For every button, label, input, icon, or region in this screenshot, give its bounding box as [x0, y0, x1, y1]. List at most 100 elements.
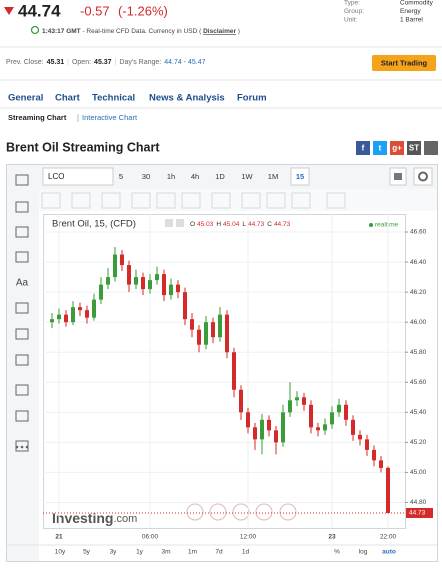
range-button[interactable]: 1y [136, 549, 144, 556]
tool-icon[interactable] [15, 226, 29, 238]
interval[interactable]: 1D [215, 172, 225, 181]
zoom-button[interactable] [255, 503, 273, 521]
interval-active [290, 167, 310, 186]
stat-label: Day's Range: [119, 59, 161, 66]
last-price-tag [406, 507, 433, 518]
legend-title: Brent Oil, 15, (CFD) [52, 219, 136, 230]
disclaimer[interactable]: Disclaimer [203, 28, 236, 35]
tool-button[interactable] [211, 192, 231, 209]
tool-button[interactable] [241, 192, 261, 209]
scale-option[interactable]: log [359, 549, 368, 556]
social-button[interactable] [356, 141, 370, 155]
interval[interactable]: 1M [268, 172, 278, 181]
tool-button[interactable] [101, 192, 121, 209]
candle-body [295, 397, 299, 401]
social-label[interactable]: f [362, 144, 365, 153]
candle-body [127, 265, 131, 285]
tool-button[interactable] [291, 192, 311, 209]
scale-option[interactable]: auto [382, 549, 396, 556]
social-label[interactable]: ST [409, 144, 419, 153]
candle-body [386, 467, 390, 513]
settings-button[interactable] [413, 167, 433, 186]
candle-body [99, 284, 103, 300]
interval[interactable]: 4h [191, 172, 199, 181]
zoom-button[interactable] [279, 503, 297, 521]
social-button[interactable] [373, 141, 387, 155]
candle-body [92, 299, 96, 318]
interval[interactable]: 1h [167, 172, 175, 181]
subnav-tab[interactable]: Interactive Chart [82, 113, 138, 122]
zoom-button[interactable] [232, 503, 250, 521]
interval[interactable]: 5 [119, 172, 123, 181]
tool-icon[interactable] [15, 384, 29, 396]
tool-icon[interactable] [15, 302, 29, 314]
zoom-controls [186, 503, 297, 521]
range-button[interactable]: 3y [110, 549, 118, 556]
tool-icon[interactable] [15, 410, 29, 422]
tool-icon[interactable] [15, 174, 29, 186]
x-tick-label: 12:00 [240, 534, 257, 541]
x-tick-label: 06:00 [142, 534, 159, 541]
nav-tab[interactable]: News & Analysis [149, 93, 225, 104]
candle-body [113, 254, 117, 278]
interval[interactable]: 30 [142, 172, 150, 181]
y-tick-label: 45.00 [410, 469, 427, 476]
tool-icon[interactable] [15, 354, 29, 366]
subnav-tab[interactable]: Streaming Chart [8, 113, 67, 122]
range-button[interactable]: 1d [242, 549, 250, 556]
tool-button[interactable] [266, 192, 286, 209]
tool-button[interactable] [71, 192, 91, 209]
scale-option[interactable]: % [334, 549, 340, 556]
range-button[interactable]: 1m [188, 549, 197, 556]
candle-body [239, 389, 243, 413]
candle-body [134, 277, 138, 285]
zoom-button[interactable] [186, 503, 204, 521]
social-button[interactable] [390, 141, 404, 155]
tool-button[interactable] [156, 192, 176, 209]
tool-button[interactable] [41, 192, 61, 209]
mail-button[interactable] [424, 141, 438, 155]
social-label[interactable]: t [379, 144, 382, 153]
stat-label: Prev. Close: [6, 59, 44, 66]
nav-tab[interactable]: Forum [237, 93, 267, 104]
social-label[interactable]: g+ [392, 144, 402, 153]
range-button[interactable]: 5y [83, 549, 91, 556]
zoom-button[interactable] [209, 503, 227, 521]
legend-button[interactable] [165, 219, 173, 227]
candle-body [141, 277, 145, 290]
toolbar [7, 189, 437, 211]
ohlc-label: C [267, 221, 272, 228]
symbol: LCO [48, 172, 64, 181]
button-label[interactable]: Start Trading [381, 58, 428, 67]
social-button[interactable] [407, 141, 421, 155]
range-button[interactable]: 7d [215, 549, 223, 556]
tool-icon[interactable] [15, 440, 29, 452]
y-tick-label: 46.60 [410, 229, 427, 236]
last-price-label: 44.73 [409, 510, 426, 517]
ohlc-label: L [242, 221, 246, 228]
interval[interactable]: 15 [296, 172, 304, 181]
nav-tab[interactable]: General [8, 93, 43, 104]
tool-icon[interactable] [15, 201, 29, 213]
candle-body [155, 274, 159, 281]
tool-icon[interactable] [15, 251, 29, 263]
interval[interactable]: 1W [241, 172, 253, 181]
symbol-box[interactable] [42, 167, 114, 186]
candle-body [246, 412, 250, 428]
tool-button[interactable] [181, 192, 201, 209]
candle-body [183, 292, 187, 320]
tool-button[interactable] [326, 192, 346, 209]
start-trading-button[interactable] [372, 55, 436, 71]
text-tool[interactable]: Aa [16, 278, 29, 289]
divider: | [115, 59, 117, 66]
candle-body [309, 404, 313, 428]
note: - Real-time CFD Data. Currency in USD ( [81, 28, 203, 35]
legend-button[interactable] [176, 219, 184, 227]
range-button[interactable]: 3m [161, 549, 170, 556]
nav-tab[interactable]: Technical [92, 93, 135, 104]
tool-icon[interactable] [15, 328, 29, 340]
tool-button[interactable] [131, 192, 151, 209]
nav-tab[interactable]: Chart [55, 93, 81, 104]
range-button[interactable]: 10y [55, 549, 66, 556]
stat-value: 44.74 - 45.47 [164, 59, 205, 66]
